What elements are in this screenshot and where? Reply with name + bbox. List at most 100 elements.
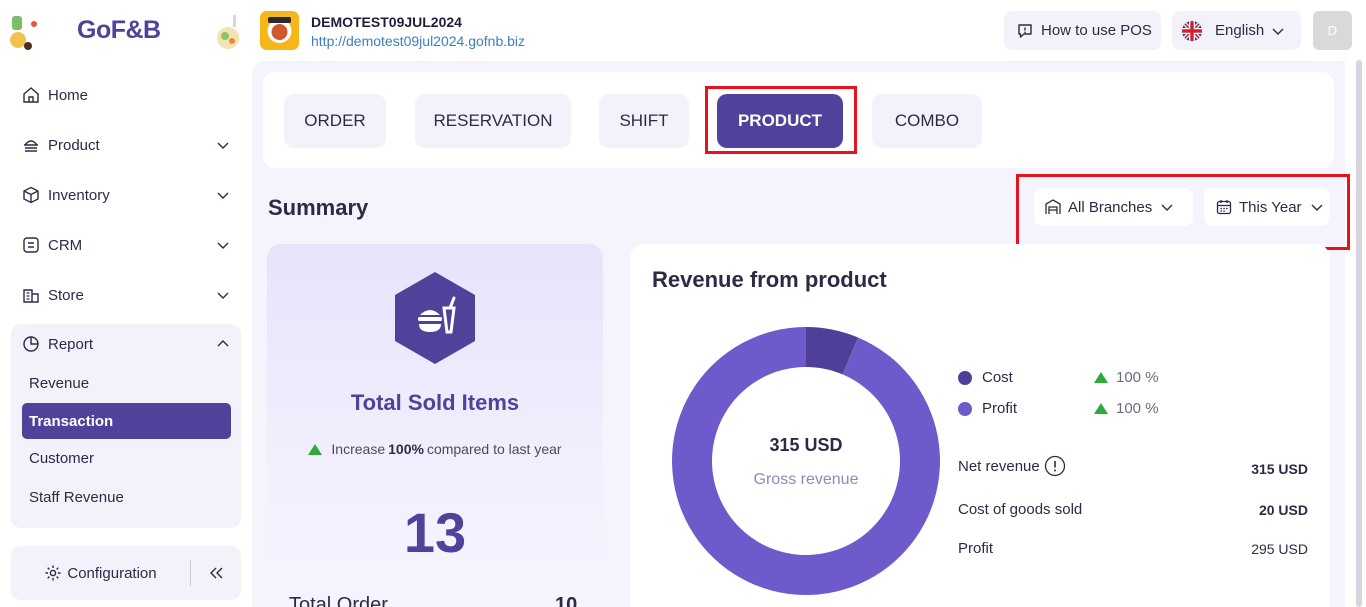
total-sold-items-title: Total Sold Items (350, 390, 520, 415)
configuration-button[interactable]: Configuration (11, 564, 190, 582)
product-icon (24, 140, 38, 152)
home-icon (23, 87, 39, 103)
total-sold-items-count: 13 (403, 501, 467, 564)
sidebar-item-store[interactable]: Store (10, 270, 242, 320)
net-revenue-label: Net revenue (958, 457, 1040, 475)
food-deco-icon (10, 16, 37, 50)
sidebar-item-home[interactable]: Home (10, 70, 242, 120)
configuration-bar: Configuration (11, 546, 241, 600)
sidebar-item-label: CRM (48, 236, 83, 254)
legend-label: Profit (982, 400, 1018, 417)
chevron-down-icon (1311, 204, 1323, 211)
box-icon (23, 186, 39, 204)
language-label: English (1215, 22, 1265, 39)
sidebar-item-label: Report (48, 335, 94, 353)
increase-arrow-icon (1094, 372, 1108, 383)
sidebar-nav: Home Product Inventory CRM Store (10, 70, 242, 320)
store-icon (23, 289, 39, 303)
donut-slice-profit (672, 327, 940, 595)
legend-item-profit: Profit 100 % (958, 400, 1159, 417)
user-avatar[interactable]: D (1313, 11, 1352, 50)
how-to-use-pos-button[interactable]: How to use POS (1004, 11, 1161, 50)
sidebar-subitem-staff-revenue[interactable]: Staff Revenue (29, 489, 124, 506)
branch-filter-dropdown[interactable]: All Branches (1034, 188, 1193, 226)
sidebar-report-group: Report Revenue Transaction Customer Staf… (11, 324, 241, 528)
highlight-box (705, 86, 857, 154)
sidebar-item-product[interactable]: Product (10, 120, 242, 170)
chevron-down-icon (217, 292, 229, 299)
tab-order[interactable]: ORDER (284, 94, 386, 148)
legend-change: 100 % (1116, 369, 1159, 386)
profit-label: Profit (958, 540, 994, 557)
cogs-label: Cost of goods sold (958, 501, 1083, 518)
total-order-label: Total Order (289, 594, 388, 607)
sidebar-item-label: Home (48, 86, 89, 104)
food-delivery-icon (395, 272, 475, 364)
legend-item-cost: Cost 100 % (958, 369, 1159, 386)
donut-slice-cost (806, 327, 859, 375)
increase-arrow-icon (1094, 403, 1108, 414)
store-url-link[interactable]: http://demotest09jul2024.gofnb.biz (311, 33, 526, 49)
chevron-down-icon (217, 142, 229, 149)
chevron-down-icon (217, 242, 229, 249)
sidebar-item-label: Product (48, 136, 100, 154)
branch-filter-label: All Branches (1068, 198, 1153, 216)
net-revenue-row: Net revenue (958, 455, 1066, 477)
scrollbar[interactable] (1356, 60, 1362, 607)
sidebar-subitem-revenue[interactable]: Revenue (29, 375, 90, 392)
sidebar-subitem-customer[interactable]: Customer (29, 450, 95, 467)
net-revenue-value: 315 USD (1251, 461, 1308, 477)
calendar-icon (1216, 200, 1232, 215)
store-logo-icon (260, 11, 299, 50)
sold-items-comparison: Increase 100% compared to last year (267, 441, 603, 457)
date-filter-label: This Year (1239, 198, 1302, 216)
comparison-suffix: compared to last year (426, 441, 562, 457)
legend-change: 100 % (1116, 400, 1159, 417)
drink-deco-icon (217, 15, 239, 49)
crm-icon (23, 237, 39, 253)
comparison-value: 100% (388, 441, 424, 457)
cogs-value: 20 USD (1258, 502, 1308, 518)
date-filter-dropdown[interactable]: This Year (1204, 188, 1330, 226)
summary-title: Summary (268, 195, 369, 220)
comparison-prefix: Increase (331, 441, 386, 457)
pie-chart-icon (23, 336, 39, 352)
sidebar-item-report[interactable]: Report (11, 324, 241, 364)
sidebar-subitem-transaction[interactable]: Transaction (22, 403, 231, 439)
revenue-donut-chart (672, 327, 940, 595)
sidebar: GoF&B Home Product Inventory CRM (0, 0, 252, 607)
gear-icon (45, 565, 61, 581)
store-name: DEMOTEST09JUL2024 (311, 14, 462, 30)
divider (190, 560, 191, 586)
legend-dot (958, 401, 972, 416)
gross-revenue-label: Gross revenue (753, 471, 859, 488)
tab-combo[interactable]: COMBO (872, 94, 982, 148)
profit-value: 295 USD (1251, 541, 1308, 557)
sidebar-item-label: Store (48, 286, 84, 304)
total-order-value: 10 (555, 594, 578, 607)
increase-arrow-icon (308, 443, 323, 455)
brand-logo[interactable]: GoF&B (0, 0, 252, 60)
brand-name: GoF&B (77, 16, 161, 44)
tab-reservation[interactable]: RESERVATION (415, 94, 571, 148)
legend-dot (958, 370, 972, 385)
help-chat-icon (1018, 23, 1032, 38)
chevron-up-icon (217, 340, 229, 347)
sidebar-item-crm[interactable]: CRM (10, 220, 242, 270)
chevron-down-icon (1272, 28, 1284, 35)
store-logo (260, 11, 299, 50)
chevron-down-icon (217, 192, 229, 199)
gross-revenue-value: 315 USD (769, 435, 843, 455)
collapse-sidebar-button[interactable] (191, 566, 241, 580)
tab-shift[interactable]: SHIFT (599, 94, 689, 148)
sidebar-item-label: Inventory (48, 186, 110, 204)
tab-product[interactable]: PRODUCT (717, 94, 843, 148)
legend-label: Cost (982, 369, 1013, 386)
uk-flag-icon (1182, 20, 1202, 41)
sidebar-item-inventory[interactable]: Inventory (10, 170, 242, 220)
language-selector[interactable]: English (1172, 11, 1301, 50)
info-icon[interactable] (1044, 455, 1066, 477)
double-chevron-left-icon (210, 567, 223, 579)
chevron-down-icon (1161, 204, 1173, 211)
configuration-label: Configuration (67, 564, 157, 582)
